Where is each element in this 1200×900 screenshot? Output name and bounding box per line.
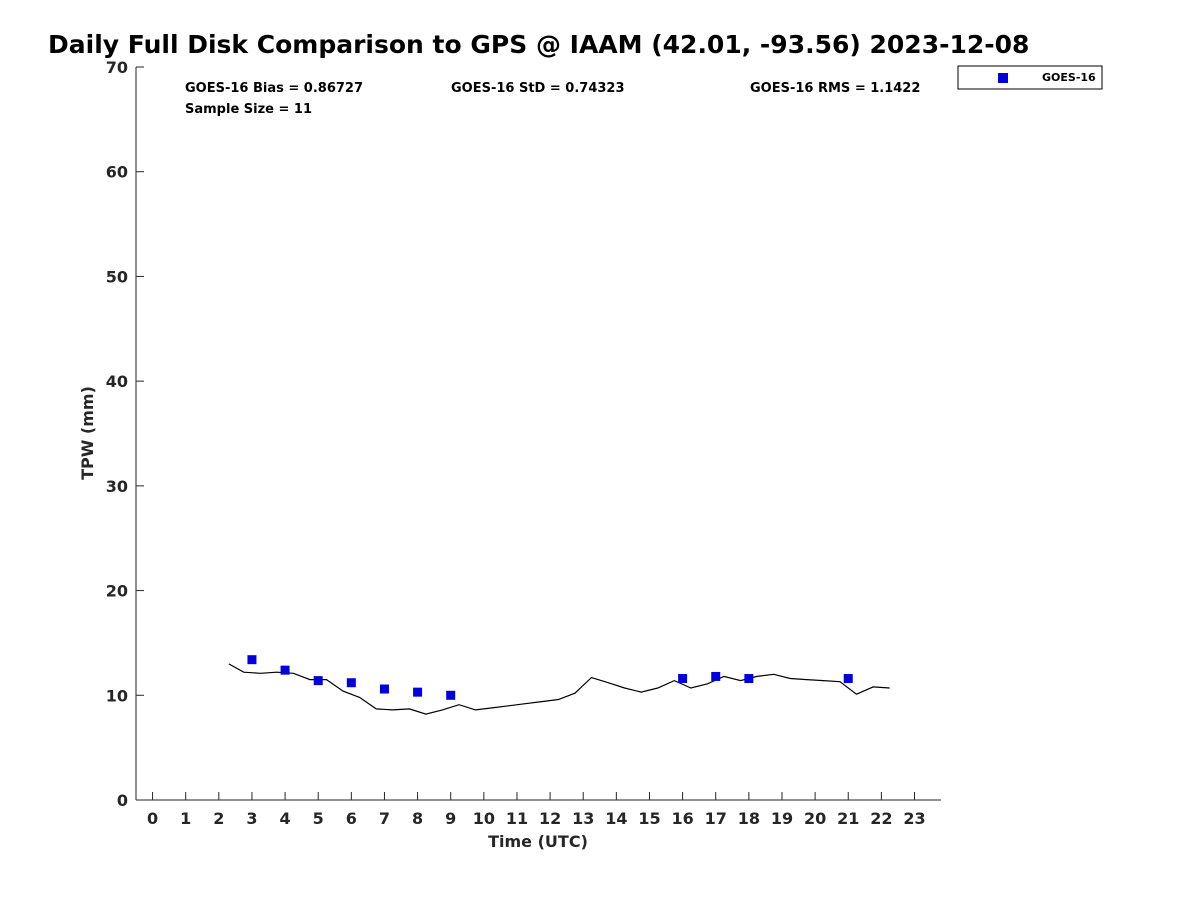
x-tick-label: 23 [903, 809, 925, 828]
data-point [280, 665, 290, 675]
axes [135, 67, 941, 801]
x-tick-label: 5 [313, 809, 324, 828]
x-tick-label: 20 [804, 809, 826, 828]
gps-line [228, 663, 890, 715]
legend-box [957, 65, 1103, 90]
x-axis-label: Time (UTC) [488, 832, 588, 851]
data-point [744, 674, 754, 684]
y-tick-label: 40 [106, 372, 128, 391]
data-point [379, 684, 389, 694]
x-tick-label: 9 [445, 809, 456, 828]
x-tick-label: 16 [671, 809, 693, 828]
y-tick-label: 10 [106, 686, 128, 705]
x-tick-label: 7 [379, 809, 390, 828]
data-point [843, 674, 853, 684]
y-axis-label: TPW (mm) [78, 386, 97, 480]
x-ticks: 0 1 2 3 4 5 6 7 8 9 10 11 12 13 14 15 16 17 18 19 20 21 22 23 [147, 792, 926, 828]
line-series [228, 663, 890, 715]
y-ticks: 0 10 20 30 40 50 60 70 [106, 58, 144, 810]
x-tick-label: 6 [346, 809, 357, 828]
data-point [446, 690, 456, 700]
chart-title: Daily Full Disk Comparison to GPS @ IAAM… [48, 30, 1030, 59]
x-tick-label: 8 [412, 809, 423, 828]
y-tick-label: 70 [106, 58, 128, 77]
x-tick-label: 1 [180, 809, 191, 828]
y-tick-label: 0 [117, 791, 128, 810]
std-stat: GOES-16 StD = 0.74323 [451, 81, 625, 96]
data-point [678, 674, 688, 684]
x-tick-label: 12 [539, 809, 561, 828]
sample-size-stat: Sample Size = 11 [185, 102, 312, 117]
x-tick-label: 19 [771, 809, 793, 828]
x-tick-label: 18 [738, 809, 760, 828]
data-point [413, 687, 423, 697]
x-tick-label: 10 [473, 809, 495, 828]
y-tick-label: 60 [106, 163, 128, 182]
legend-marker [998, 73, 1008, 83]
x-tick-label: 2 [213, 809, 224, 828]
scatter-points [247, 655, 853, 700]
x-tick-label: 22 [870, 809, 892, 828]
x-tick-label: 14 [605, 809, 627, 828]
bias-stat: GOES-16 Bias = 0.86727 [185, 81, 363, 96]
x-tick-label: 4 [280, 809, 291, 828]
legend: GOES-16 [957, 65, 1103, 90]
rms-stat: GOES-16 RMS = 1.1422 [750, 81, 920, 96]
legend-label: GOES-16 [1042, 71, 1096, 84]
x-tick-label: 15 [638, 809, 660, 828]
x-tick-label: 21 [837, 809, 859, 828]
x-tick-label: 17 [705, 809, 727, 828]
x-tick-label: 0 [147, 809, 158, 828]
x-tick-label: 13 [572, 809, 594, 828]
y-tick-label: 50 [106, 267, 128, 286]
data-point [313, 676, 323, 686]
y-tick-label: 20 [106, 582, 128, 601]
y-tick-label: 30 [106, 477, 128, 496]
data-point [346, 678, 356, 688]
x-tick-label: 11 [506, 809, 528, 828]
data-point [711, 671, 721, 681]
data-point [247, 655, 257, 665]
x-tick-label: 3 [246, 809, 257, 828]
